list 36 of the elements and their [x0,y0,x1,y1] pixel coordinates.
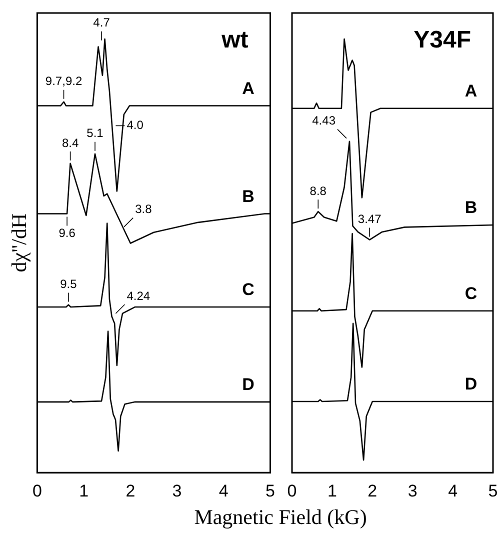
annotation: 3.47 [358,212,382,226]
x-tick-label: 1 [327,481,337,500]
x-tick-label: 2 [368,481,378,500]
series-label: A [242,78,254,98]
chart-title: wt [220,26,248,54]
series-label: D [242,375,254,394]
annotation: 8.8 [310,184,327,198]
x-tick-label: 5 [488,481,498,500]
series-label: A [464,82,478,101]
x-tick-label: 0 [287,481,297,500]
annotation: 9.5 [60,277,78,292]
series-label: B [242,186,254,206]
x-tick-label: 4 [218,481,228,500]
y-axis-title: dχ''/dH [7,213,32,272]
x-tick-label: 0 [32,481,42,500]
annotation: 5.1 [86,126,104,140]
x-tick-label: 3 [408,481,418,500]
annotation: 4.7 [93,16,110,30]
x-tick-label: 5 [266,481,276,500]
annotation: 4.0 [126,118,144,132]
series-label: B [464,198,478,218]
chart-title: Y34F [414,26,471,54]
annotation: 4.24 [126,288,150,303]
x-tick-label: 1 [79,481,89,500]
series-label: C [464,284,478,304]
annotation: 9.7,9.2 [45,74,82,88]
series-label: D [464,374,478,394]
annotation: 8.4 [62,136,79,150]
x-axis-title: Magnetic Field (kG) [193,505,368,530]
annotation: 9.6 [58,226,76,240]
x-tick-label: 4 [448,481,458,500]
series-label: C [242,280,254,300]
x-tick-label: 2 [126,481,136,500]
annotation: 4.43 [312,114,336,128]
annotation: 3.8 [135,202,152,216]
x-tick-label: 3 [172,481,182,500]
